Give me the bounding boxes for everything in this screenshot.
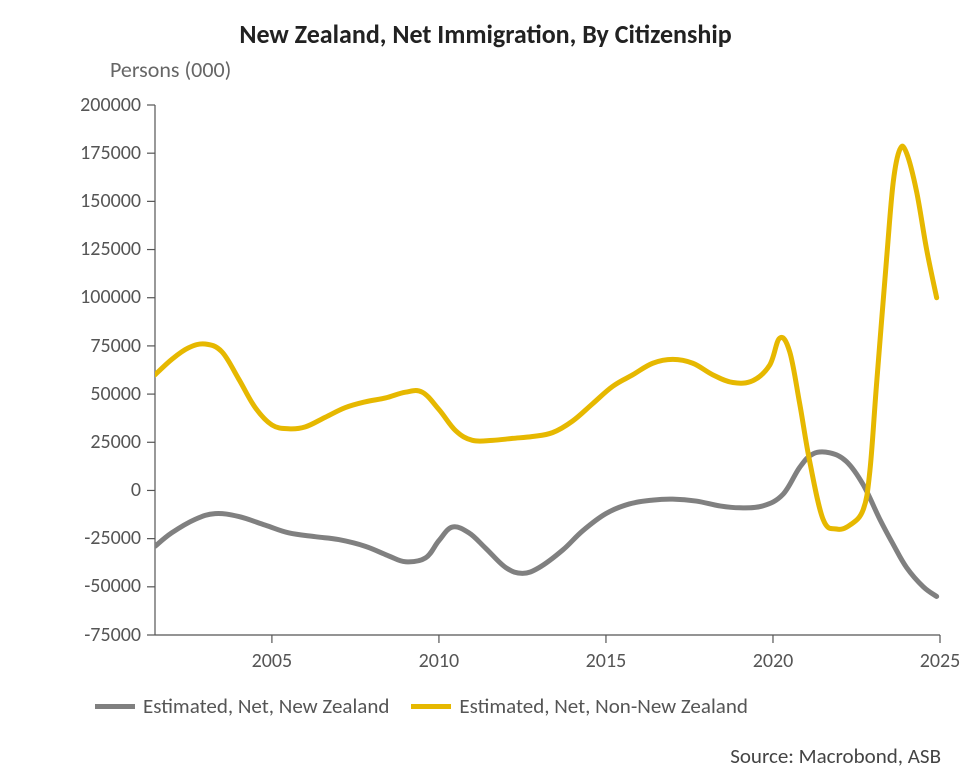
y-tick-label: 150000: [21, 189, 141, 213]
x-tick-label: 2025: [900, 649, 971, 673]
y-tick-label: 175000: [21, 141, 141, 165]
y-tick-label: 125000: [21, 237, 141, 261]
legend: Estimated, Net, New Zealand Estimated, N…: [95, 693, 748, 719]
legend-item-non-nz: Estimated, Net, Non-New Zealand: [411, 693, 747, 719]
x-tick-label: 2010: [399, 649, 479, 673]
series-line-nz: [155, 452, 937, 597]
source-text: Source: Macrobond, ASB: [730, 743, 941, 769]
chart-svg: [0, 0, 971, 784]
y-tick-label: 200000: [21, 93, 141, 117]
legend-label-non-nz: Estimated, Net, Non-New Zealand: [459, 693, 747, 719]
legend-swatch-non-nz: [411, 704, 451, 709]
y-tick-label: 0: [21, 478, 141, 502]
y-tick-label: 75000: [21, 334, 141, 358]
y-tick-label: -75000: [21, 623, 141, 647]
legend-item-nz: Estimated, Net, New Zealand: [95, 693, 389, 719]
y-tick-label: 25000: [21, 430, 141, 454]
y-tick-label: 50000: [21, 382, 141, 406]
legend-swatch-nz: [95, 704, 135, 709]
x-tick-label: 2020: [733, 649, 813, 673]
y-tick-label: -25000: [21, 526, 141, 550]
x-tick-label: 2015: [566, 649, 646, 673]
chart-container: New Zealand, Net Immigration, By Citizen…: [0, 0, 971, 784]
x-tick-label: 2005: [232, 649, 312, 673]
y-tick-label: -50000: [21, 574, 141, 598]
y-tick-label: 100000: [21, 285, 141, 309]
series-line-non_nz: [155, 146, 937, 529]
legend-label-nz: Estimated, Net, New Zealand: [143, 693, 389, 719]
